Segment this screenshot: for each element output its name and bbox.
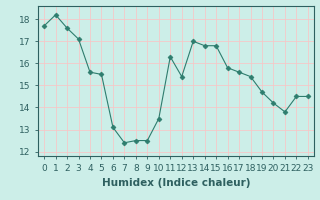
X-axis label: Humidex (Indice chaleur): Humidex (Indice chaleur) (102, 178, 250, 188)
